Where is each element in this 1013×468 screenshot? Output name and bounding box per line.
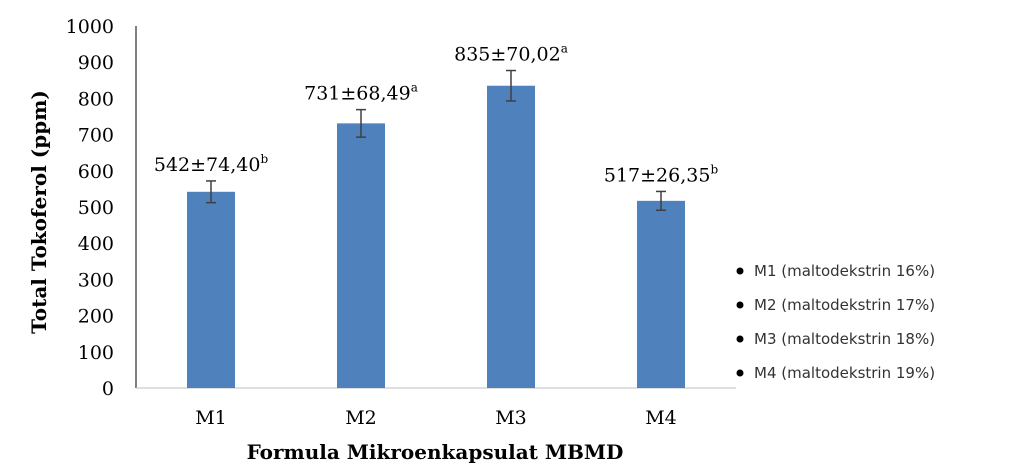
y-axis-title: Total Tokoferol (ppm) (27, 90, 51, 334)
error-bar-m1 (206, 180, 216, 204)
error-bar-m4 (656, 190, 666, 212)
legend-item: M2 (maltodekstrin 17%) (736, 296, 935, 314)
x-axis-ticks: M1 M2 M3 M4 (195, 407, 677, 429)
y-tick-label: 600 (78, 161, 114, 183)
legend-bullet-icon (736, 369, 744, 377)
x-tick-label: M3 (495, 407, 527, 429)
x-tick-label: M2 (345, 407, 377, 429)
data-label-m1: 542±74,40b (154, 152, 269, 176)
legend-item: M1 (maltodekstrin 16%) (736, 262, 935, 280)
legend-bullet-icon (736, 335, 744, 343)
y-tick-label: 500 (78, 197, 114, 219)
legend: M1 (maltodekstrin 16%) M2 (maltodekstrin … (736, 262, 935, 382)
legend-bullet-icon (736, 301, 744, 309)
legend-label: M1 (maltodekstrin 16%) (754, 262, 935, 280)
error-bar-m3 (506, 69, 516, 102)
data-label-m2: 731±68,49a (304, 81, 418, 105)
y-tick-label: 200 (78, 306, 114, 328)
y-tick-label: 1000 (66, 16, 114, 38)
data-label-m4: 517±26,35b (604, 162, 719, 186)
legend-bullet-icon (736, 267, 744, 275)
legend-item: M4 (maltodekstrin 19%) (736, 364, 935, 382)
y-tick-label: 800 (78, 88, 114, 110)
bars: 542±74,40b 731±68,49a 835±70,02a 517±26,35b (154, 42, 719, 389)
y-tick-label: 100 (78, 342, 114, 364)
bar-m1 (187, 191, 235, 388)
y-tick-label: 400 (78, 233, 114, 255)
y-axis-ticks: 0 100 200 300 400 500 600 700 800 900 1000 (66, 16, 114, 400)
legend-label: M2 (maltodekstrin 17%) (754, 296, 935, 314)
x-tick-label: M1 (195, 407, 227, 429)
legend-label: M4 (maltodekstrin 19%) (754, 364, 935, 382)
error-bar-m2 (356, 108, 366, 138)
bar-m4 (637, 200, 685, 388)
y-tick-label: 900 (78, 52, 114, 74)
x-axis-title: Formula Mikroenkapsulat MBMD (247, 440, 624, 464)
y-tick-label: 300 (78, 269, 114, 291)
legend-label: M3 (maltodekstrin 18%) (754, 330, 935, 348)
y-tick-label: 0 (102, 378, 114, 400)
bar-m3 (487, 85, 535, 388)
bar-m2 (337, 123, 385, 389)
y-tick-label: 700 (78, 125, 114, 147)
data-label-m3: 835±70,02a (454, 42, 568, 66)
x-tick-label: M4 (645, 407, 677, 429)
legend-item: M3 (maltodekstrin 18%) (736, 330, 935, 348)
